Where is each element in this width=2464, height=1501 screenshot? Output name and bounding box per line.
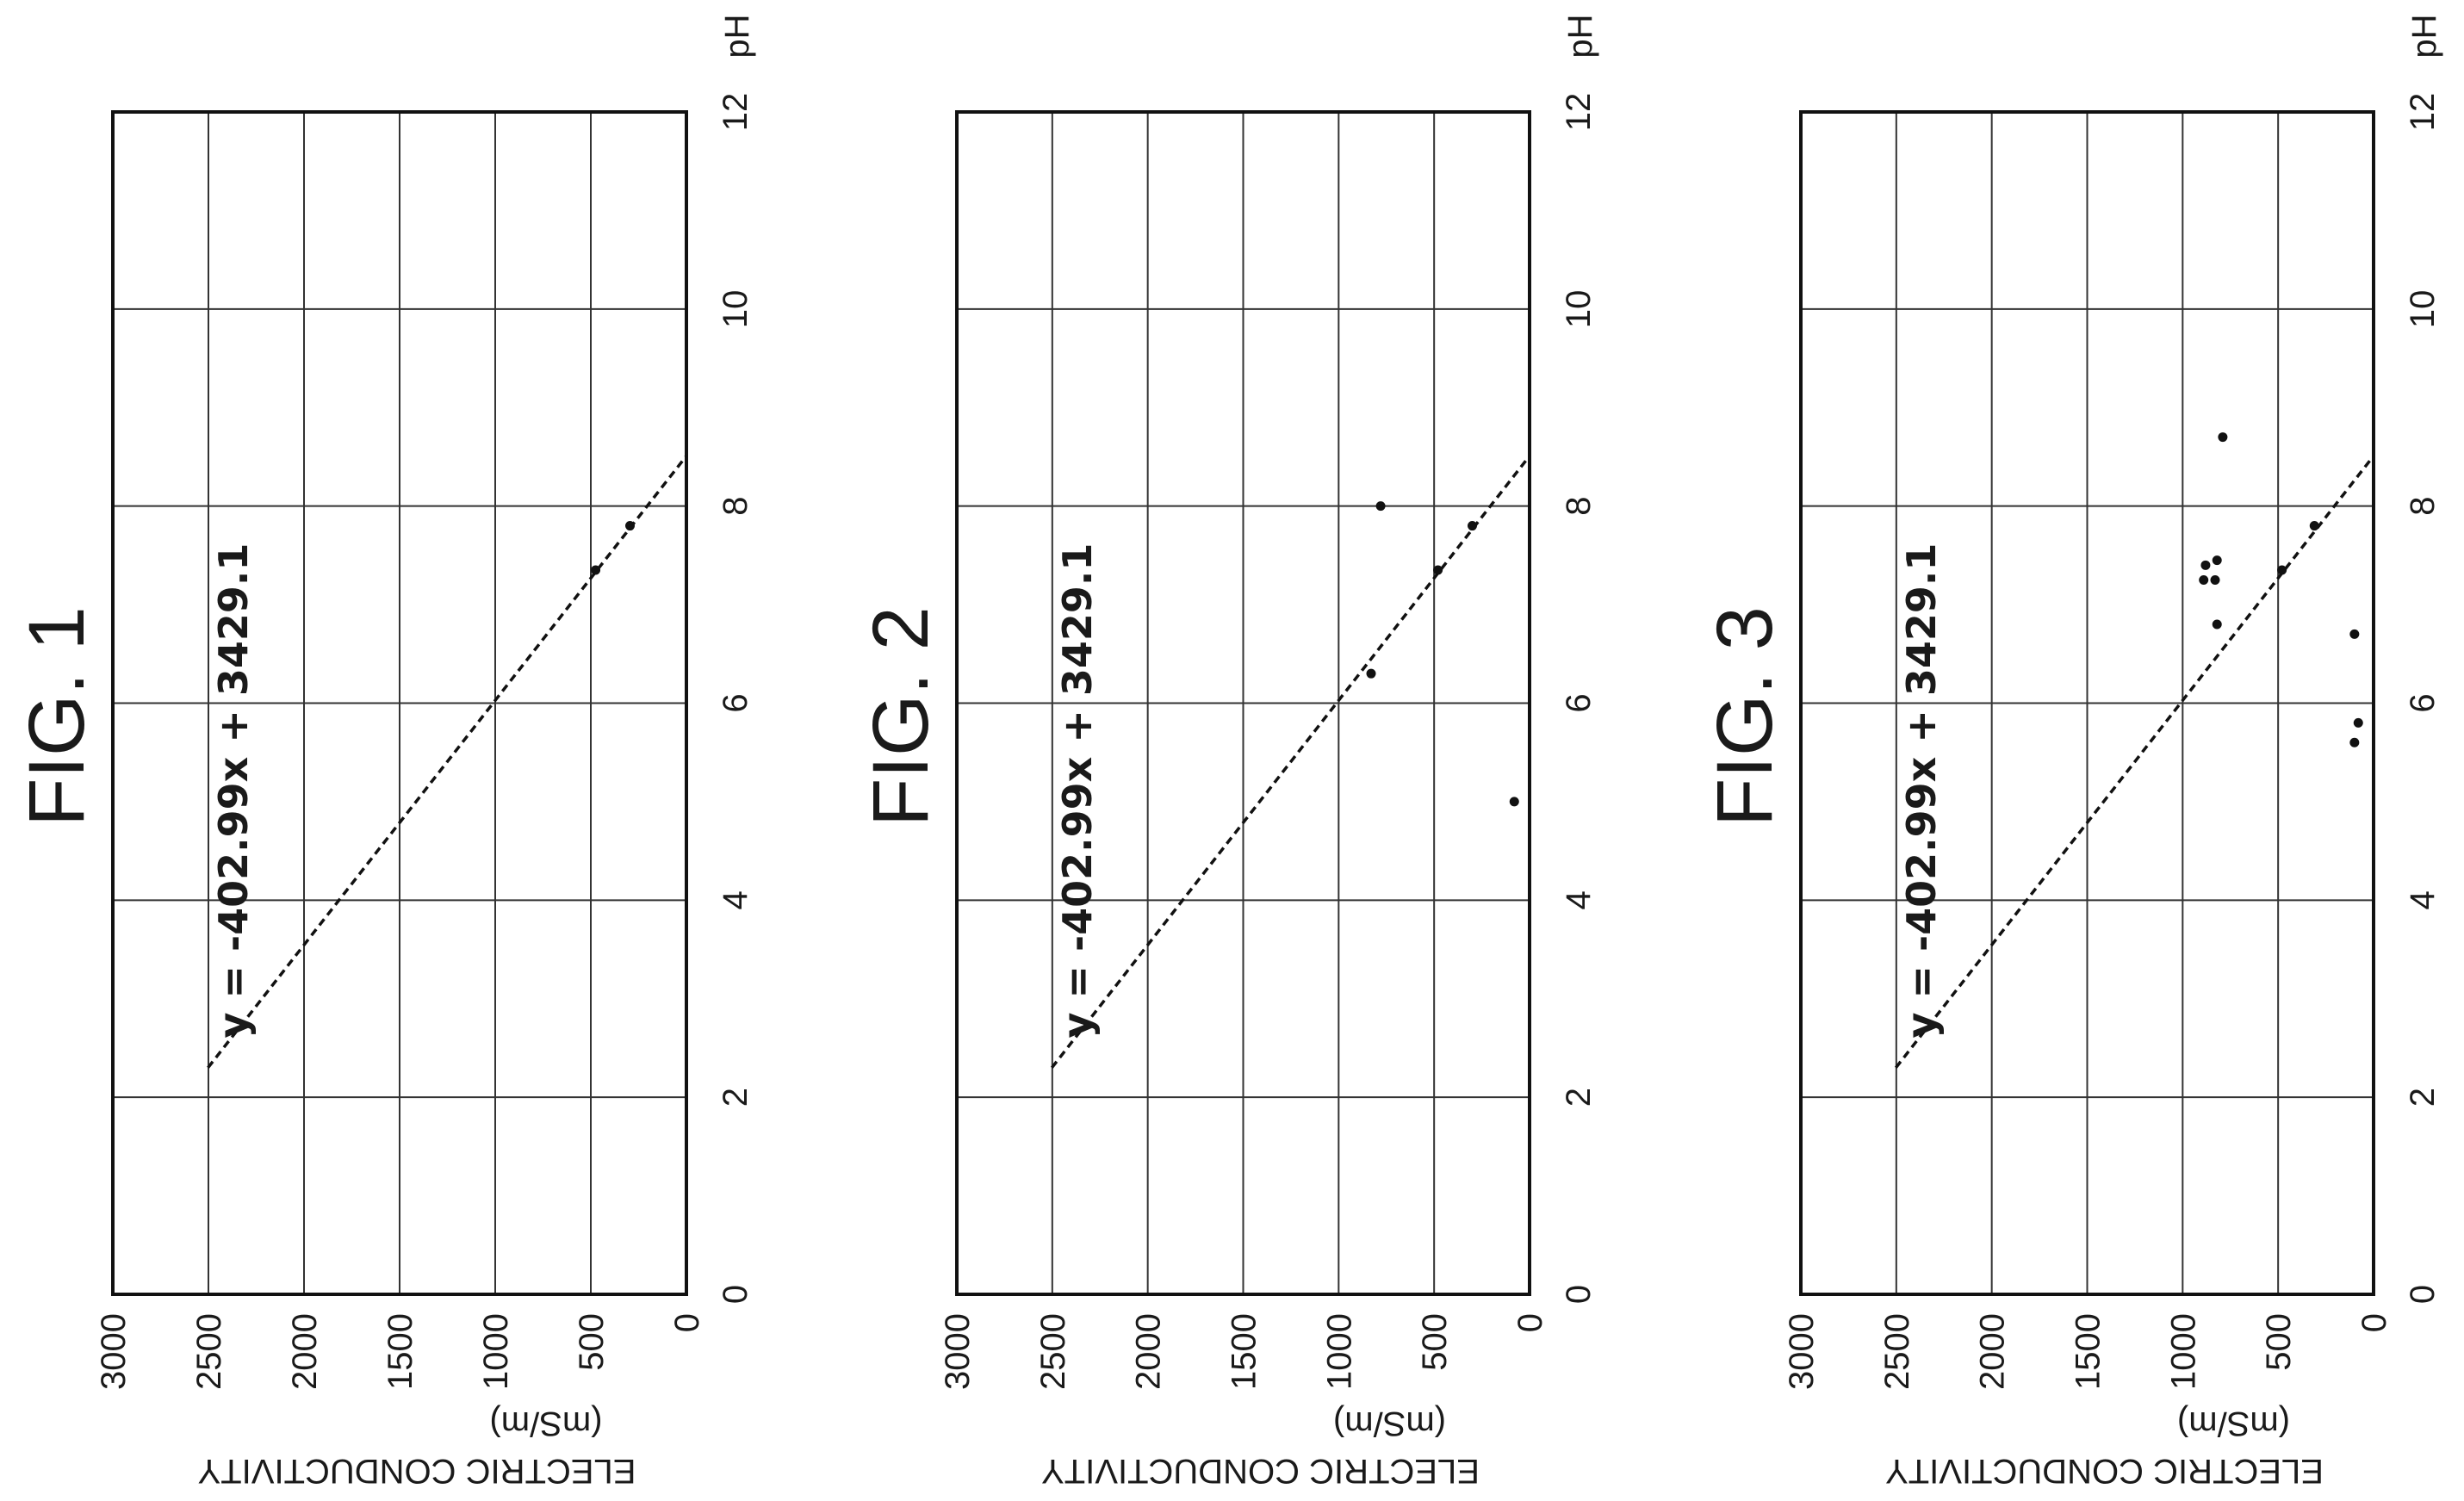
- y-tick-label: 2000: [1130, 1313, 1168, 1390]
- data-point: [2349, 629, 2360, 639]
- data-point: [2309, 521, 2319, 531]
- y-axis-label: ELECTRIC CONDUCTIVITY: [1041, 1452, 1480, 1490]
- data-point: [2199, 574, 2209, 585]
- data-point: [2200, 560, 2211, 570]
- trendline-equation: y = -402.99x + 3429.1: [1898, 543, 1945, 1039]
- data-point: [625, 521, 636, 531]
- x-tick-label: 2: [1560, 1088, 1598, 1107]
- y-tick-label: 500: [2260, 1313, 2298, 1371]
- data-point: [1468, 521, 1477, 531]
- x-axis-label: pH: [1561, 14, 1599, 58]
- y-tick-label: 1000: [2164, 1313, 2202, 1390]
- x-tick-label: 4: [717, 890, 754, 909]
- x-tick-label: 8: [2404, 497, 2442, 516]
- x-tick-label: 4: [2404, 890, 2442, 909]
- y-axis-label: ELECTRIC CONDUCTIVITY: [198, 1452, 636, 1490]
- x-tick-label: 0: [717, 1285, 754, 1304]
- figure-title: FIG. 3: [1701, 606, 1789, 827]
- y-tick-label: 0: [668, 1313, 706, 1332]
- y-tick-label: 1000: [1320, 1313, 1358, 1390]
- y-tick-label: 0: [1511, 1313, 1549, 1332]
- y-tick-label: 2000: [286, 1313, 324, 1390]
- x-tick-label: 6: [717, 693, 754, 712]
- data-point: [2212, 555, 2222, 566]
- y-axis-unit: (mS/m): [489, 1405, 602, 1442]
- y-tick-label: 0: [2355, 1313, 2393, 1332]
- x-tick-label: 0: [2404, 1285, 2442, 1304]
- y-tick-label: 2000: [1974, 1313, 2012, 1390]
- data-point: [2277, 565, 2287, 575]
- chart-3: 0 2 4 6 8 10 12 0 500 1000 1500 2000 2500 3000 pH ELECT…: [1701, 14, 2443, 1490]
- x-axis-label: pH: [2405, 14, 2443, 58]
- data-point: [1509, 797, 1519, 807]
- data-point: [2218, 432, 2228, 443]
- chart-1: 0 2 4 6 8 10 12 0 500 1000 1500 2000 2500 3000 pH ELECT…: [13, 14, 756, 1490]
- plot-frame: [955, 110, 1531, 1296]
- y-tick-label: 1500: [1226, 1313, 1263, 1390]
- plot-frame: [111, 110, 688, 1296]
- x-tick-label: 8: [717, 497, 754, 516]
- x-tick-label: 8: [1560, 497, 1598, 516]
- x-tick-label: 10: [2404, 290, 2442, 329]
- trendline: [1050, 456, 1530, 1069]
- x-tick-label: 10: [717, 290, 754, 329]
- x-tick-label: 6: [2404, 693, 2442, 712]
- figure-title: FIG. 2: [857, 606, 945, 827]
- y-axis-unit: (mS/m): [1333, 1405, 1446, 1442]
- figure-title: FIG. 1: [13, 606, 101, 827]
- data-point: [2212, 619, 2222, 630]
- y-tick-label: 3000: [1783, 1313, 1821, 1390]
- data-point: [2353, 717, 2363, 728]
- y-axis-unit: (mS/m): [2177, 1405, 2290, 1442]
- y-tick-label: 500: [1416, 1313, 1454, 1371]
- x-tick-label: 0: [1560, 1285, 1598, 1304]
- trendline: [1894, 456, 2374, 1069]
- x-tick-label: 6: [1560, 693, 1598, 712]
- trendline: [207, 456, 687, 1069]
- x-tick-label: 2: [2404, 1088, 2442, 1107]
- y-tick-label: 1000: [477, 1313, 515, 1390]
- x-tick-label: 12: [1560, 93, 1598, 132]
- data-point: [1366, 668, 1376, 679]
- data-point: [2349, 737, 2360, 747]
- y-tick-label: 1500: [382, 1313, 419, 1390]
- x-tick-label: 4: [1560, 890, 1598, 909]
- x-tick-label: 12: [2404, 93, 2442, 132]
- data-point: [2210, 574, 2220, 585]
- y-tick-label: 3000: [95, 1313, 133, 1390]
- x-axis-label: pH: [718, 14, 756, 58]
- plot-frame: [1799, 110, 2375, 1296]
- chart-2: 0 2 4 6 8 10 12 0 500 1000 1500 2000 2500 3000 pH ELECT…: [857, 14, 1599, 1490]
- x-tick-label: 12: [717, 93, 754, 132]
- y-axis-label: ELECTRIC CONDUCTIVITY: [1885, 1452, 2324, 1490]
- y-tick-label: 2500: [1878, 1313, 1916, 1390]
- x-tick-label: 10: [1560, 290, 1598, 329]
- trendline-equation: y = -402.99x + 3429.1: [210, 543, 257, 1039]
- y-tick-label: 1500: [2070, 1313, 2107, 1390]
- y-tick-label: 2500: [1034, 1313, 1072, 1390]
- trendline-equation: y = -402.99x + 3429.1: [1054, 543, 1101, 1039]
- x-tick-label: 2: [717, 1088, 754, 1107]
- data-point: [1375, 501, 1386, 512]
- y-tick-label: 500: [573, 1313, 611, 1371]
- y-tick-label: 2500: [190, 1313, 228, 1390]
- data-point: [591, 565, 601, 575]
- data-point: [1433, 565, 1443, 575]
- y-tick-label: 3000: [939, 1313, 977, 1390]
